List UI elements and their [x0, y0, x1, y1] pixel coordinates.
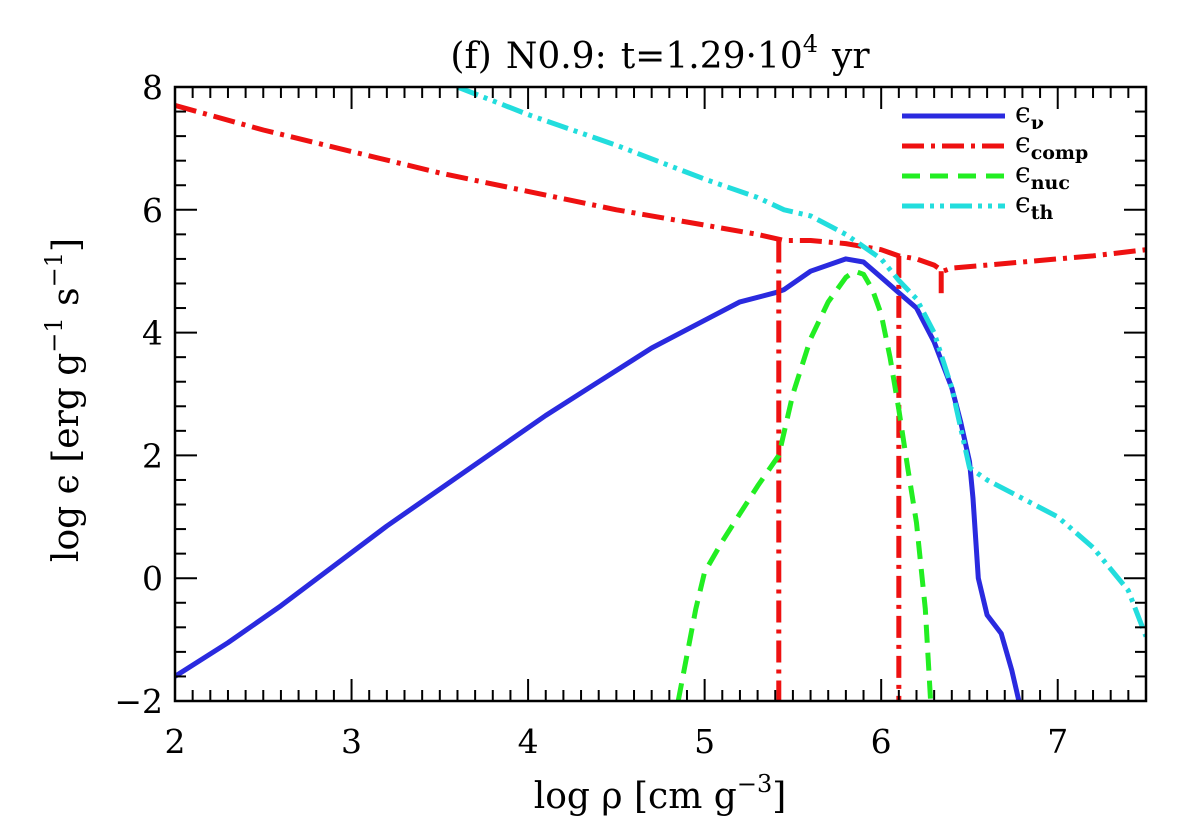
legend-label-ν: ϵν: [1015, 96, 1044, 134]
legend-label-th: ϵth: [1015, 186, 1053, 224]
y-axis-label-exp2: −1: [40, 252, 68, 287]
title-time: t=1.29·10: [621, 36, 803, 77]
y-axis-label-mid: s: [46, 287, 87, 317]
series-line-nuc: [675, 268, 934, 701]
title-model: N0.9:: [506, 36, 607, 77]
y-axis-label: log ϵ [erg g−1 s−1]: [40, 238, 87, 562]
tick-labels-layer: 2 3 4 5 6 7 −2 0 2 4 6 8: [114, 68, 1068, 761]
title-time-unit: yr: [831, 36, 870, 77]
x-tick-label: 2: [165, 722, 186, 761]
x-tick-label: 3: [341, 722, 362, 761]
legend-label-comp: ϵcomp: [1015, 126, 1088, 164]
y-tick-label: 0: [142, 559, 163, 598]
series-line-ν: [175, 256, 1022, 701]
y-axis-label-exp1: −1: [40, 317, 68, 352]
x-tick-label: 4: [518, 722, 539, 761]
title-prefix: (f): [450, 36, 491, 77]
x-tick-label: 5: [694, 722, 715, 761]
y-tick-label: 4: [142, 314, 163, 353]
series-line-th: [456, 87, 1146, 638]
x-axis-label-main: log ρ [cm g: [534, 776, 737, 817]
legend-label-nuc: ϵnuc: [1015, 156, 1070, 194]
ticks-layer: [174, 86, 1147, 702]
y-tick-label: 6: [142, 191, 163, 230]
series-layer: [175, 87, 1146, 701]
x-tick-label: 6: [871, 722, 892, 761]
x-axis-label: log ρ [cm g−3]: [534, 770, 787, 817]
plot-frame: [173, 85, 1148, 703]
x-tick-label: 7: [1047, 722, 1068, 761]
series-line-comp: [175, 102, 1146, 274]
chart-title: (f) N0.9: t=1.29·104 yr: [450, 30, 870, 77]
y-axis-label-main: log ϵ [erg g: [46, 353, 87, 562]
y-tick-label: 2: [142, 436, 163, 475]
x-axis-label-exp: −3: [737, 770, 772, 798]
title-time-exp: 4: [803, 30, 818, 58]
x-axis-label-end: ]: [772, 776, 786, 817]
y-axis-label-end: ]: [46, 238, 87, 252]
y-tick-label: 8: [142, 68, 163, 107]
y-tick-label: −2: [114, 682, 163, 721]
